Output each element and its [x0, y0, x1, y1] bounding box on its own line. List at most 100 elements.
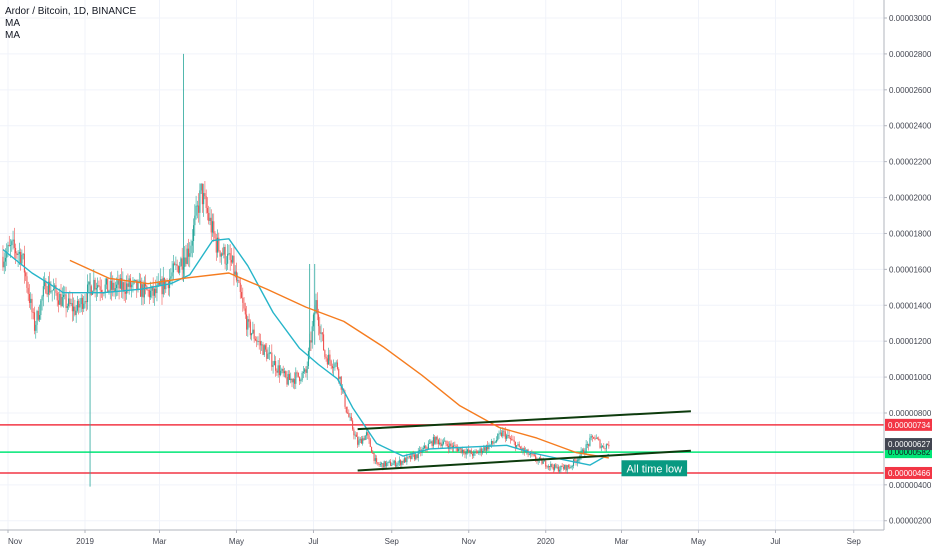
candle-body [509, 437, 511, 440]
candle-body [465, 451, 467, 455]
candle-body [134, 279, 137, 281]
ma-indicator-1[interactable]: MA [5, 18, 20, 29]
candle-body [263, 345, 265, 355]
candle-body [589, 437, 591, 446]
last-price-badge-bg [885, 438, 932, 451]
annotation-box [621, 460, 688, 477]
candle-body [306, 365, 308, 373]
candle-body [349, 416, 351, 418]
candle-body [61, 297, 63, 307]
candle-body [601, 446, 604, 447]
candle-body [331, 365, 333, 369]
candle-body [400, 460, 402, 465]
candlestick-series [2, 53, 610, 487]
time-tick-label: May [229, 537, 244, 546]
candle-body [189, 253, 191, 257]
annotation-layer: All time low [621, 460, 688, 477]
candle-body [557, 466, 559, 472]
candle-body [333, 367, 335, 369]
candle-body [51, 290, 53, 292]
candle-body [142, 284, 144, 298]
candle-body [280, 370, 282, 376]
candle-body [228, 253, 230, 255]
candle-body [156, 284, 158, 294]
candle-body [384, 461, 386, 467]
time-tick-label: Nov [462, 537, 476, 546]
candle-body [76, 300, 78, 311]
candle-body [218, 237, 220, 251]
price-tick-label: 0.00000400 [889, 481, 932, 490]
candle-body [444, 440, 446, 442]
candle-body [458, 448, 460, 452]
candle-body [348, 413, 350, 417]
candle-body [18, 251, 20, 254]
candle-body [287, 374, 289, 385]
candle-body [317, 314, 320, 327]
candle-body [485, 445, 487, 451]
time-tick-label: May [691, 537, 706, 546]
candle-body [324, 350, 326, 357]
candle-body [147, 289, 149, 291]
candle-body [442, 441, 445, 444]
candle-body [440, 442, 442, 446]
candle-body [608, 444, 610, 447]
candle-body [436, 436, 438, 440]
candle-body [410, 455, 412, 459]
candle-body [59, 293, 61, 305]
candle-body [214, 233, 216, 239]
candle-body [237, 280, 239, 282]
candle-body [455, 446, 457, 448]
candle-body [198, 205, 200, 213]
resistance-price-badge: 0.00000734 [888, 421, 931, 430]
candle-body [550, 463, 552, 468]
candle-body [323, 334, 325, 351]
channel-upper-line [357, 410, 691, 431]
resistance-price-badge: 0.00000466 [888, 469, 931, 478]
candle-body [345, 406, 347, 413]
candle-body [56, 292, 58, 301]
candle-body [431, 441, 433, 446]
candle-body [291, 378, 293, 383]
candle-body [316, 300, 318, 315]
symbol-title[interactable]: Ardor / Bitcoin, 1D, BINANCE [5, 6, 137, 17]
candle-body [75, 310, 77, 315]
candle-body [229, 253, 231, 260]
candle-body [209, 217, 211, 221]
candle-body [49, 281, 51, 293]
candle-body [326, 358, 328, 365]
moving-averages [2, 238, 610, 466]
candle-body [402, 461, 404, 463]
candle-body [181, 258, 183, 270]
candle-body [357, 436, 359, 445]
candle-body [174, 263, 176, 265]
candle-body [175, 264, 177, 266]
candle-body [266, 349, 268, 359]
candle-body [2, 256, 4, 268]
candle-body [482, 451, 484, 453]
candle-body [383, 461, 385, 468]
candle-body [32, 312, 34, 313]
candle-body [312, 314, 315, 327]
candle-body [479, 448, 481, 452]
ma-indicator-2[interactable]: MA [5, 30, 20, 41]
candle-body [475, 451, 477, 453]
candle-body [219, 250, 221, 257]
time-axis-bg [0, 530, 932, 550]
resistance-price-badge-bg [885, 418, 932, 431]
candle-body [204, 193, 206, 197]
candle-body [483, 447, 485, 452]
candle-body [403, 458, 405, 463]
candle-body [459, 448, 461, 449]
candle-body [128, 278, 130, 287]
candle-body [596, 437, 599, 439]
candle-body [360, 438, 362, 444]
candle-body [239, 282, 241, 293]
candle-body [290, 378, 292, 380]
candle-body [309, 340, 311, 352]
candle-body [555, 464, 557, 468]
candle-body [571, 465, 573, 467]
price-tick-label: 0.00002800 [889, 50, 932, 59]
candle-body [201, 183, 203, 205]
candle-body [68, 298, 70, 307]
